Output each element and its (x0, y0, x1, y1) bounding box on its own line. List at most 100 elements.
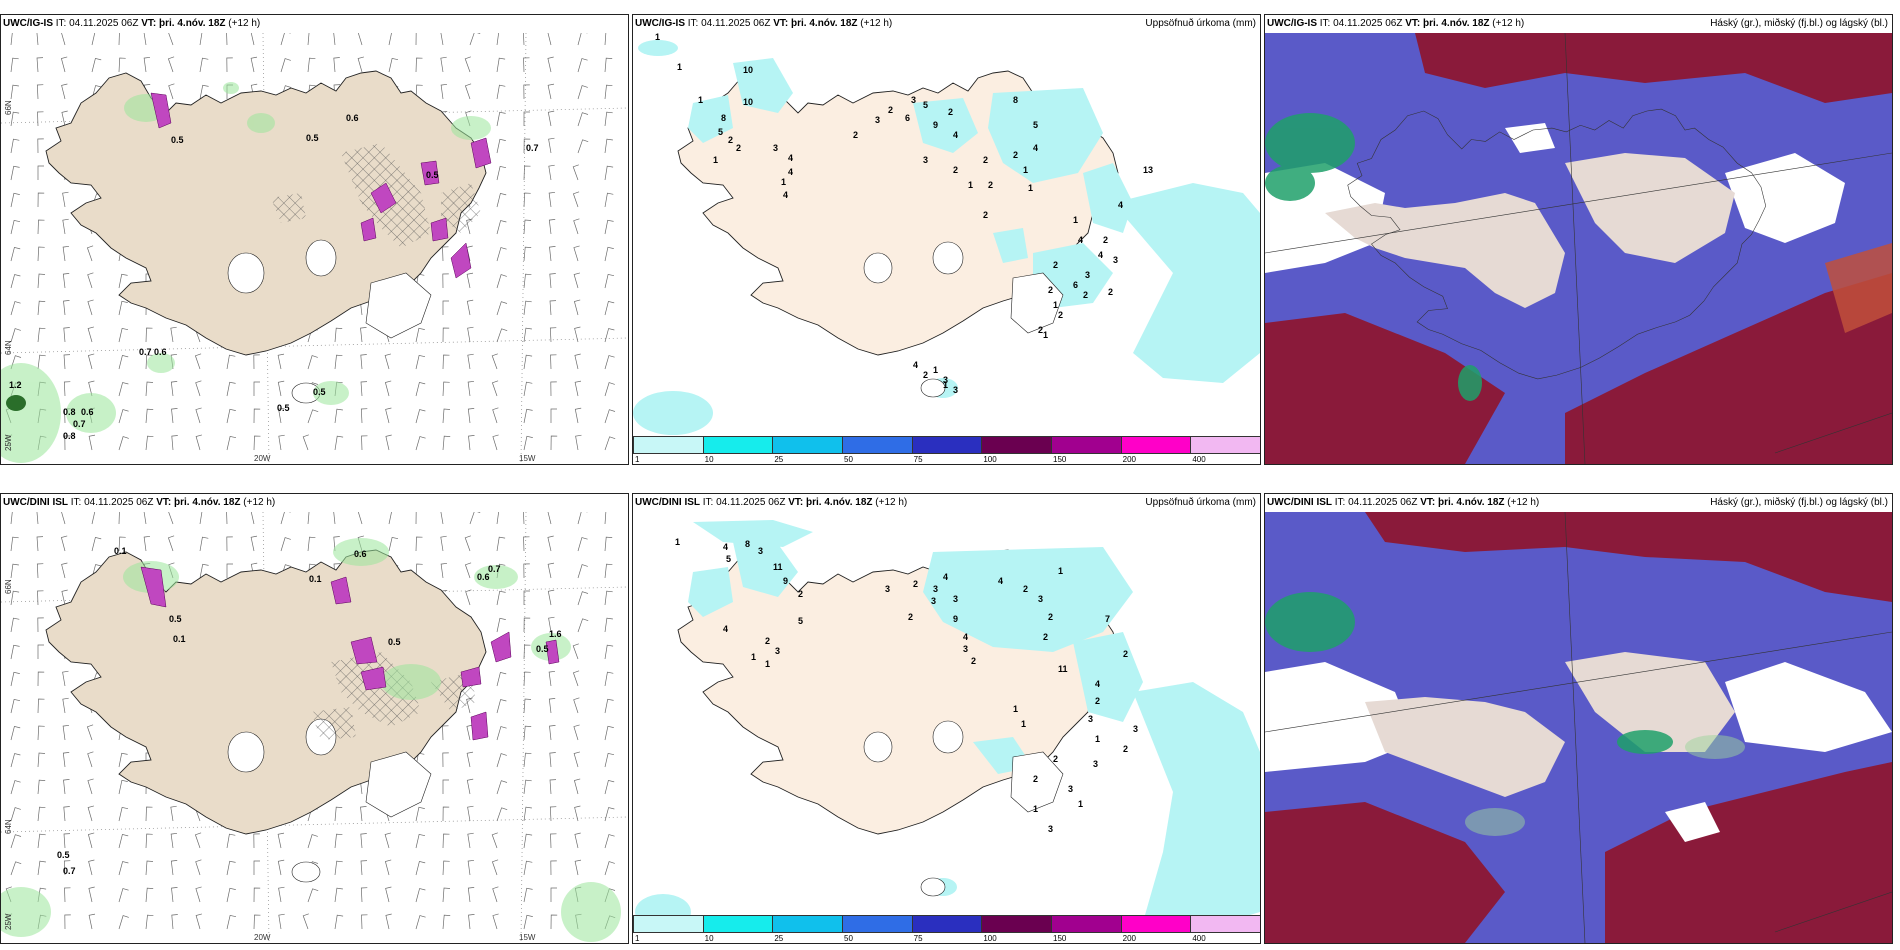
wind-barb (195, 407, 202, 424)
precip-value: 9 (933, 120, 938, 130)
wind-barb (604, 861, 615, 876)
wind-barb (549, 752, 556, 768)
colorbar-cell (633, 915, 704, 933)
wind-barb (199, 84, 209, 100)
wind-barb (415, 833, 426, 849)
wind-barb (37, 192, 45, 208)
wind-barb (523, 914, 533, 930)
colorbar-tick: 400 (1192, 934, 1206, 943)
wind-barb (333, 536, 340, 552)
precip-value: 2 (1058, 310, 1063, 320)
wind-barb (577, 537, 588, 552)
wind-barb (442, 300, 449, 315)
wind-barb (62, 218, 69, 235)
colorbar: 1 10 25 50 75 100 150 200 400 (633, 915, 1260, 943)
precip-value: 1 (1078, 799, 1083, 809)
wind-barb (10, 192, 20, 208)
wind-barb (496, 192, 507, 208)
cloud-map (1265, 512, 1892, 943)
wind-barb (465, 589, 472, 606)
wind-barb (37, 806, 46, 822)
wind-barb (60, 535, 68, 552)
wind-barb (523, 246, 532, 262)
value-label: 1.2 (9, 380, 22, 390)
panel-ig-is-clouds: UWC/IG-IS IT: 04.11.2025 06Z VT: þri. 4.… (1264, 14, 1893, 465)
panel-header: UWC/IG-IS IT: 04.11.2025 06Z VT: þri. 4.… (1267, 18, 1525, 29)
wind-barb (523, 590, 530, 605)
wind-barb (334, 327, 343, 343)
wind-barb (168, 512, 174, 525)
wind-barb (548, 137, 555, 154)
wind-barb (194, 353, 202, 370)
wind-barb (388, 512, 392, 525)
wind-barb (385, 886, 392, 903)
wind-barb (195, 434, 202, 451)
wind-barb (604, 273, 615, 289)
wind-barb (523, 860, 533, 876)
wind-barb (199, 33, 203, 46)
wind-barb (360, 860, 368, 876)
precip-value: 7 (1105, 614, 1110, 624)
precip-value: 2 (948, 107, 953, 117)
wind-barb (250, 56, 258, 73)
wind-barb (360, 833, 367, 849)
wind-barb (496, 33, 499, 46)
precip-value: 5 (726, 554, 731, 564)
precip-value: 4 (953, 130, 958, 140)
wind-barb (199, 563, 209, 579)
wind-barb (10, 834, 22, 849)
wind-barb (604, 807, 615, 822)
wind-barb (37, 590, 44, 606)
wind-barb (604, 355, 615, 370)
wind-barb (10, 111, 20, 127)
wind-barb (577, 512, 588, 525)
precip-value: 1 (713, 155, 718, 165)
precip-value: 2 (888, 105, 893, 115)
precip-value: 2 (1053, 260, 1058, 270)
wind-barb (91, 512, 101, 525)
precip-value: 2 (1123, 744, 1128, 754)
wind-barb (547, 33, 552, 46)
value-label: 0.7 (139, 347, 152, 357)
wind-barb (415, 512, 417, 525)
colorbar-tick: 50 (844, 455, 853, 464)
wind-barb (118, 861, 129, 876)
wind-barb (277, 353, 285, 370)
wind-barb (64, 914, 71, 930)
wind-barb (547, 83, 555, 100)
wind-barb (63, 327, 70, 343)
wind-barb (10, 57, 19, 73)
precip-value: 3 (911, 95, 916, 105)
wind-barb (195, 913, 202, 930)
precip-value: 3 (1113, 255, 1118, 265)
wind-barb (496, 536, 506, 552)
wind-barb (226, 381, 236, 397)
wind-barb (466, 778, 474, 795)
value-label: 0.7 (488, 564, 501, 574)
wind-barb (145, 354, 153, 370)
precip-value: 3 (775, 646, 780, 656)
wind-barb (496, 165, 507, 181)
wind-barb (415, 381, 426, 397)
wind-barb (36, 33, 39, 46)
precip-value: 6 (1073, 280, 1078, 290)
precip-value: 2 (923, 370, 928, 380)
wind-barb (280, 537, 291, 552)
wind-barb (87, 353, 95, 370)
wind-barb (226, 860, 236, 876)
wind-barb (307, 834, 318, 849)
wind-barb (604, 752, 615, 768)
wind-barb (253, 833, 260, 849)
wind-barb (415, 409, 426, 424)
wind-barb (63, 860, 71, 876)
wind-barb (118, 300, 128, 316)
wind-barb (442, 887, 451, 903)
wind-barb (574, 353, 581, 370)
wind-barb (118, 327, 129, 343)
precip-value: 2 (988, 180, 993, 190)
wind-barb (10, 780, 21, 795)
wind-barb (467, 805, 474, 822)
wind-barb (88, 913, 96, 930)
wind-barb (280, 33, 291, 46)
precip-value: 2 (1108, 287, 1113, 297)
